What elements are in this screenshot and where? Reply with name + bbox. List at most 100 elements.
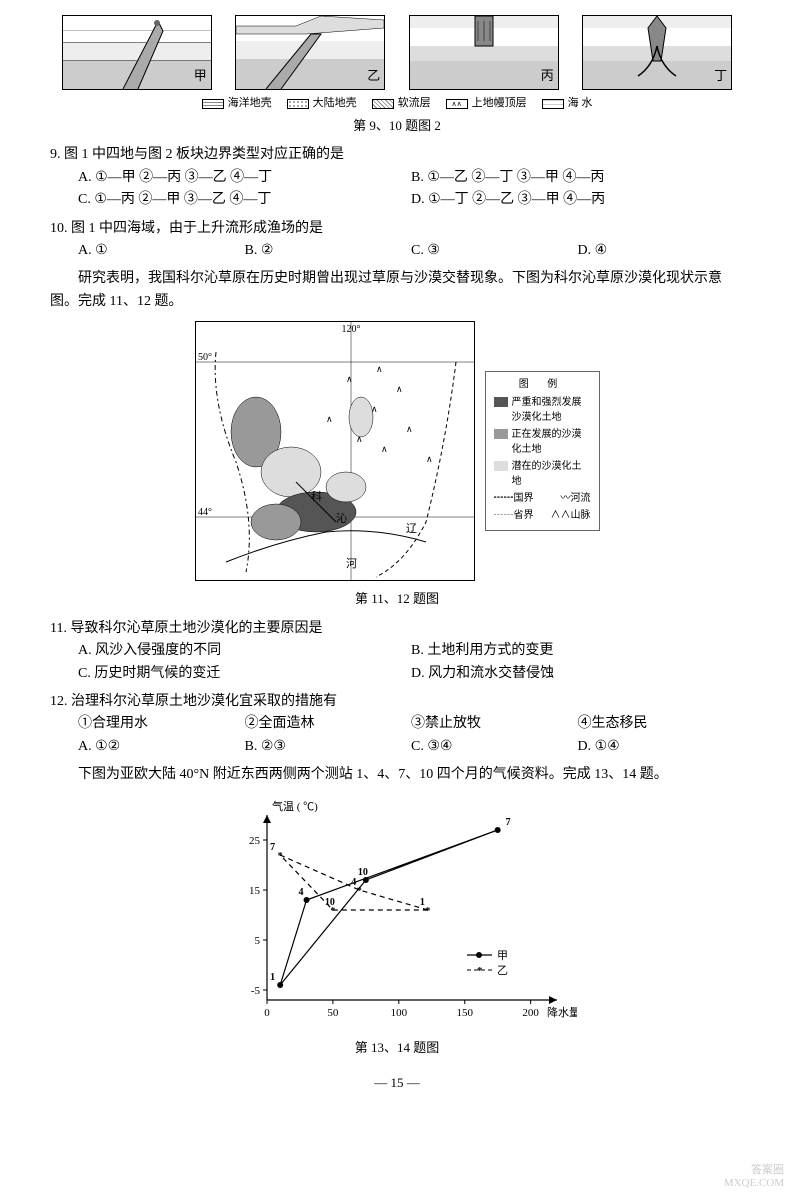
q11-opt-d: D. 风力和流水交替侵蚀 xyxy=(411,663,744,685)
plate-label: 丁 xyxy=(714,66,727,87)
q10-opt-c: C. ③ xyxy=(411,240,578,262)
q11-opt-c: C. 历史时期气候的变迁 xyxy=(78,663,411,685)
chart-caption: 第 13、14 题图 xyxy=(50,1038,744,1059)
q11-opt-a: A. 风沙入侵强度的不同 xyxy=(78,640,411,662)
plate-diagram-yi: 乙 xyxy=(235,15,385,90)
q12-opt-a: A. ①② xyxy=(78,736,245,758)
q9-opt-b: B. ①—乙 ②—丁 ③—甲 ④—丙 xyxy=(411,167,744,189)
q12-item-2: ②全面造林 xyxy=(245,713,412,735)
svg-text:*: * xyxy=(425,906,430,917)
q12-stem: 12. 治理科尔沁草原土地沙漠化宜采取的措施有 xyxy=(50,691,744,713)
q12-opt-c: C. ③④ xyxy=(411,736,578,758)
question-10: 10. 图 1 中四海域，由于上升流形成渔场的是 A. ① B. ② C. ③ … xyxy=(50,218,744,263)
climate-chart-container: -5 5 15 25 0 50 100 150 200 气温 ( ℃) 降水量 (mm) 1 4 7 10 *… xyxy=(50,795,744,1035)
q12-item-1: ①合理用水 xyxy=(78,713,245,735)
legend-item: 大陆地壳 xyxy=(287,95,357,113)
map-container: 120° 50° 44° ∧∧∧ ∧∧∧ ∧∧∧ xyxy=(50,321,744,581)
watermark: 答案圈 MXQE.COM xyxy=(724,1164,784,1190)
climate-chart-svg: -5 5 15 25 0 50 100 150 200 气温 ( ℃) 降水量 (mm) 1 4 7 10 *… xyxy=(217,795,577,1035)
map-legend: 图 例 严重和强烈发展沙漠化土地 正在发展的沙漠化土地 潜在的沙漠化土地 ┅┅国… xyxy=(485,371,600,531)
legend-title: 图 例 xyxy=(494,377,591,392)
svg-text:∧: ∧ xyxy=(381,444,388,454)
q12-opt-d: D. ①④ xyxy=(578,736,745,758)
svg-text:4: 4 xyxy=(299,887,304,898)
plate-label: 丙 xyxy=(541,66,554,87)
svg-text:河: 河 xyxy=(346,557,357,570)
svg-text:-5: -5 xyxy=(251,985,261,997)
svg-text:气温 ( ℃): 气温 ( ℃) xyxy=(272,799,318,813)
svg-text:∧: ∧ xyxy=(346,374,353,384)
plate-diagram-bing: 丙 xyxy=(409,15,559,90)
svg-text:120°: 120° xyxy=(341,324,360,335)
svg-text:*: * xyxy=(477,965,483,977)
svg-text:7: 7 xyxy=(270,842,275,853)
svg-text:甲: 甲 xyxy=(497,950,508,962)
svg-text:沁: 沁 xyxy=(336,512,347,525)
svg-text:1: 1 xyxy=(270,972,275,983)
svg-text:25: 25 xyxy=(249,835,261,847)
q9-opt-d: D. ①—丁 ②—乙 ③—甲 ④—丙 xyxy=(411,189,744,211)
svg-text:44°: 44° xyxy=(198,507,212,518)
plate-diagram-ding: 丁 xyxy=(582,15,732,90)
svg-text:100: 100 xyxy=(391,1007,408,1019)
svg-text:1: 1 xyxy=(420,897,425,908)
q10-opt-d: D. ④ xyxy=(578,240,745,262)
svg-text:0: 0 xyxy=(264,1007,270,1019)
svg-text:科: 科 xyxy=(311,489,322,503)
q11-opt-b: B. 土地利用方式的变更 xyxy=(411,640,744,662)
q10-stem: 10. 图 1 中四海域，由于上升流形成渔场的是 xyxy=(50,218,744,240)
intro-13-14: 下图为亚欧大陆 40°N 附近东西两侧两个测站 1、4、7、10 四个月的气候资… xyxy=(50,764,744,786)
svg-text:10: 10 xyxy=(325,897,335,908)
q12-item-4: ④生态移民 xyxy=(578,713,745,735)
map-svg: 120° 50° 44° ∧∧∧ ∧∧∧ ∧∧∧ xyxy=(196,322,474,580)
svg-text:50: 50 xyxy=(327,1007,339,1019)
q12-opt-b: B. ②③ xyxy=(245,736,412,758)
svg-text:降水量 (mm): 降水量 (mm) xyxy=(547,1005,577,1019)
plate-svg-jia xyxy=(63,16,211,89)
desertification-map: 120° 50° 44° ∧∧∧ ∧∧∧ ∧∧∧ xyxy=(195,321,475,581)
question-12: 12. 治理科尔沁草原土地沙漠化宜采取的措施有 ①合理用水 ②全面造林 ③禁止放… xyxy=(50,691,744,758)
legend-item: 软流层 xyxy=(372,95,431,113)
svg-text:15: 15 xyxy=(249,885,261,897)
svg-text:∧: ∧ xyxy=(376,364,383,374)
q10-opt-a: A. ① xyxy=(78,240,245,262)
plate-diagram-jia: 甲 xyxy=(62,15,212,90)
svg-text:*: * xyxy=(278,851,283,862)
page-number: — 15 — xyxy=(50,1073,744,1094)
svg-text:7: 7 xyxy=(506,817,511,828)
svg-text:200: 200 xyxy=(522,1007,539,1019)
q11-stem: 11. 导致科尔沁草原土地沙漠化的主要原因是 xyxy=(50,618,744,640)
svg-text:∧: ∧ xyxy=(396,384,403,394)
legend-item: ∧∧上地幔顶层 xyxy=(446,95,527,113)
q10-opt-b: B. ② xyxy=(245,240,412,262)
question-9: 9. 图 1 中四地与图 2 板块边界类型对应正确的是 A. ①—甲 ②—丙 ③… xyxy=(50,144,744,211)
q9-opt-a: A. ①—甲 ②—丙 ③—乙 ④—丁 xyxy=(78,167,411,189)
plate-diagram-row: 甲 乙 丙 丁 xyxy=(50,15,744,90)
svg-text:∧: ∧ xyxy=(406,424,413,434)
plate-label: 乙 xyxy=(367,66,380,87)
q9-stem: 9. 图 1 中四地与图 2 板块边界类型对应正确的是 xyxy=(50,144,744,166)
plate-svg-bing xyxy=(410,16,558,89)
q9-opt-c: C. ①—丙 ②—甲 ③—乙 ④—丁 xyxy=(78,189,411,211)
plate-svg-ding xyxy=(583,16,731,89)
plate-legend-row: 海洋地壳 大陆地壳 软流层 ∧∧上地幔顶层 海 水 xyxy=(50,95,744,113)
legend-item: 海 水 xyxy=(542,95,593,113)
svg-text:150: 150 xyxy=(456,1007,473,1019)
intro-11-12: 研究表明，我国科尔沁草原在历史时期曾出现过草原与沙漠交替现象。下图为科尔沁草原沙… xyxy=(50,268,744,313)
svg-text:辽: 辽 xyxy=(406,522,417,535)
plate-svg-yi xyxy=(236,16,384,89)
svg-text:4: 4 xyxy=(351,877,356,888)
svg-text:50°: 50° xyxy=(198,352,212,363)
svg-text:∧: ∧ xyxy=(326,414,333,424)
svg-text:乙: 乙 xyxy=(497,964,508,977)
question-11: 11. 导致科尔沁草原土地沙漠化的主要原因是 A. 风沙入侵强度的不同 B. 土… xyxy=(50,618,744,685)
svg-text:5: 5 xyxy=(255,935,261,947)
map-caption: 第 11、12 题图 xyxy=(50,589,744,610)
q12-item-3: ③禁止放牧 xyxy=(411,713,578,735)
legend-item: 海洋地壳 xyxy=(202,95,272,113)
svg-text:∧: ∧ xyxy=(426,454,433,464)
svg-text:*: * xyxy=(357,886,362,897)
svg-text:10: 10 xyxy=(358,867,368,878)
figure-caption: 第 9、10 题图 2 xyxy=(50,116,744,137)
plate-label: 甲 xyxy=(194,66,207,87)
